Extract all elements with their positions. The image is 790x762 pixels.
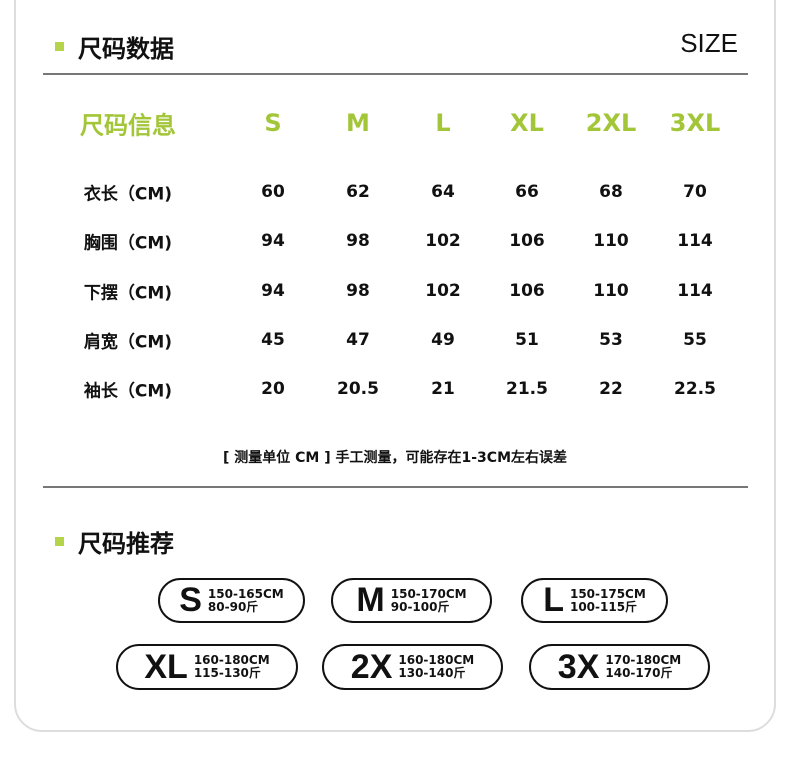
size-recommend-pill: S 150-165CM 80-90斤 <box>158 578 305 623</box>
table-cell: 20 <box>261 379 285 399</box>
table-cell: 53 <box>599 330 623 350</box>
weight-range: 80-90斤 <box>207 599 259 614</box>
height-range: 150-175CM <box>569 586 646 601</box>
table-cell: 94 <box>261 281 285 301</box>
height-range: 150-170CM <box>390 586 467 601</box>
row-label: 胸围（CM) <box>83 233 173 254</box>
size-range: 150-165CM 80-90斤 <box>207 586 284 614</box>
divider <box>43 73 748 75</box>
table-cell: 110 <box>593 281 629 301</box>
table-cell: 64 <box>431 182 455 202</box>
table-cell: 102 <box>425 281 461 301</box>
table-cell: 49 <box>431 330 455 350</box>
table-cell: 21 <box>431 379 455 399</box>
weight-range: 140-170斤 <box>605 666 673 680</box>
section-title: 尺码推荐 <box>78 530 174 558</box>
weight-range: 100-115斤 <box>569 599 638 614</box>
table-cell: 106 <box>509 281 545 301</box>
measurement-note: [ 测量单位 CM ] 手工测量，可能存在1-3CM左右误差 <box>223 450 567 466</box>
table-cell: 114 <box>677 281 713 301</box>
size-range: 170-180CM 140-170斤 <box>605 654 681 680</box>
table-cell: 66 <box>515 182 539 202</box>
height-range: 160-180CM <box>193 653 270 667</box>
column-header: L <box>435 109 451 137</box>
table-cell: 55 <box>683 330 707 350</box>
row-label: 袖长（CM) <box>83 381 173 402</box>
size-recommend-pill: 2X 160-180CM 130-140斤 <box>322 644 503 690</box>
size-letter: 3X <box>557 647 600 686</box>
table-cell: 94 <box>261 231 285 251</box>
section-size-data: 尺码数据 <box>55 29 174 64</box>
table-cell: 106 <box>509 231 545 251</box>
size-recommend-pill: XL 160-180CM 115-130斤 <box>116 644 298 690</box>
height-range: 150-165CM <box>207 586 284 601</box>
size-label: SIZE <box>680 28 738 58</box>
size-recommend-pill: M 150-170CM 90-100斤 <box>331 578 492 623</box>
column-header: 3XL <box>669 109 721 137</box>
size-letter: S <box>179 581 202 619</box>
weight-range: 90-100斤 <box>390 599 450 614</box>
divider <box>43 486 748 488</box>
table-cell: 22.5 <box>674 379 716 399</box>
table-cell: 51 <box>515 330 539 350</box>
table-cell: 22 <box>599 379 623 399</box>
column-header: XL <box>510 109 544 137</box>
section-title: 尺码数据 <box>78 35 174 63</box>
table-cell: 98 <box>346 231 370 251</box>
column-header: 尺码信息 <box>80 111 176 140</box>
column-header: S <box>264 109 282 137</box>
table-cell: 110 <box>593 231 629 251</box>
size-card <box>14 0 776 732</box>
table-cell: 20.5 <box>337 379 379 399</box>
size-range: 150-175CM 100-115斤 <box>569 586 646 614</box>
size-recommend-pill: L 150-175CM 100-115斤 <box>521 578 668 623</box>
height-range: 170-180CM <box>605 653 682 667</box>
weight-range: 130-140斤 <box>398 666 466 680</box>
table-cell: 114 <box>677 231 713 251</box>
size-letter: M <box>356 581 385 619</box>
weight-range: 115-130斤 <box>193 666 261 680</box>
size-recommend-pill: 3X 170-180CM 140-170斤 <box>529 644 710 690</box>
size-letter: XL <box>144 647 188 686</box>
table-cell: 62 <box>346 182 370 202</box>
table-cell: 98 <box>346 281 370 301</box>
table-cell: 60 <box>261 182 285 202</box>
row-label: 肩宽（CM) <box>83 332 173 353</box>
row-label: 衣长（CM) <box>83 184 173 205</box>
column-header: 2XL <box>585 109 637 137</box>
table-cell: 47 <box>346 330 370 350</box>
column-header: M <box>346 109 370 137</box>
bullet-square-icon <box>55 537 64 546</box>
table-cell: 102 <box>425 231 461 251</box>
table-cell: 68 <box>599 182 623 202</box>
size-range: 150-170CM 90-100斤 <box>390 586 467 614</box>
height-range: 160-180CM <box>398 653 475 667</box>
bullet-square-icon <box>55 42 64 51</box>
size-range: 160-180CM 115-130斤 <box>194 654 270 680</box>
size-letter: L <box>543 581 564 619</box>
table-cell: 70 <box>683 182 707 202</box>
row-label: 下摆（CM) <box>83 283 173 304</box>
table-cell: 45 <box>261 330 285 350</box>
size-letter: 2X <box>350 647 393 686</box>
size-range: 160-180CM 130-140斤 <box>398 654 474 680</box>
table-cell: 21.5 <box>506 379 548 399</box>
section-size-recommend: 尺码推荐 <box>55 524 174 559</box>
